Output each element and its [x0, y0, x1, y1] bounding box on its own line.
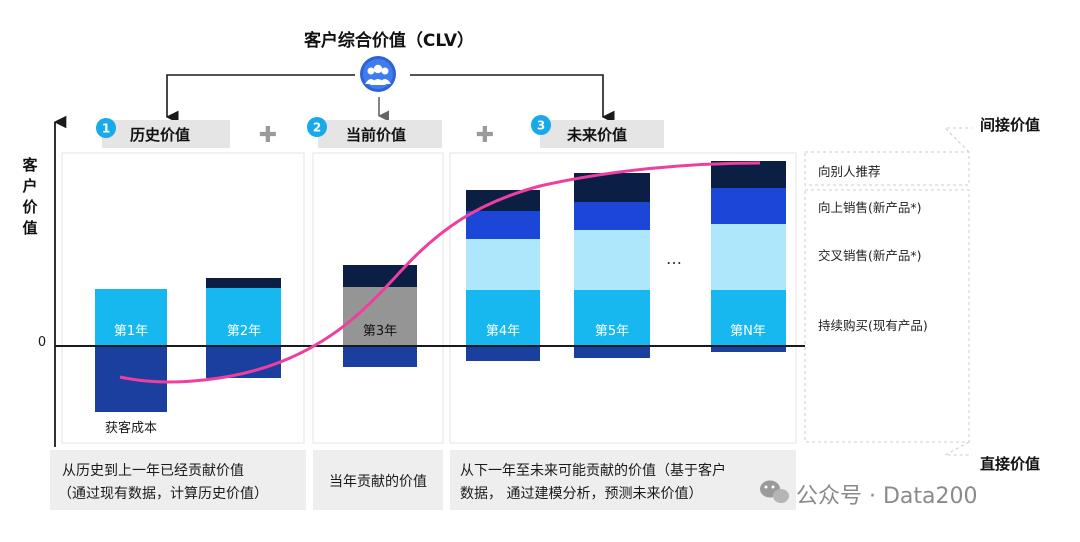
- section-badge: 3: [537, 119, 545, 133]
- description-current: 当年贡献的价值: [313, 450, 443, 510]
- bar-label: 第3年: [363, 324, 397, 339]
- bar-year-4: [466, 190, 540, 361]
- bar-label: 第1年: [114, 324, 148, 339]
- y-axis-label: 户: [22, 177, 37, 195]
- y-axis-label: 客: [21, 156, 38, 174]
- panel-future: [449, 152, 797, 444]
- direct-value-label: 直接价值: [980, 455, 1040, 473]
- users-icon: [360, 56, 396, 92]
- bar-label: 第5年: [595, 324, 629, 339]
- svg-text:当年贡献的价值: 当年贡献的价值: [329, 474, 427, 490]
- svg-text:（通过现有数据，计算历史价值）: （通过现有数据，计算历史价值）: [58, 486, 268, 502]
- y-axis-label: 价: [22, 198, 38, 216]
- header-connector: [165, 74, 615, 124]
- bar-label: 第4年: [486, 324, 520, 339]
- section-label: 未来价值: [566, 126, 627, 144]
- wechat-icon: [760, 480, 789, 503]
- bar-label: 第N年: [730, 324, 766, 339]
- y-axis-label: 值: [22, 219, 37, 237]
- section-label: 历史价值: [130, 126, 190, 144]
- bar-label: 第2年: [227, 324, 261, 339]
- section-badge: 1: [102, 122, 110, 136]
- bar-year-n: [711, 161, 786, 352]
- svg-text:数据， 通过建模分析，预测未来价值）: 数据， 通过建模分析，预测未来价值）: [460, 486, 702, 502]
- bar-year-5: [574, 173, 650, 358]
- description-future: 从下一年至未来可能贡献的价值（基于客户 数据， 通过建模分析，预测未来价值）: [450, 450, 796, 510]
- plus-icon: ✚: [476, 123, 494, 148]
- bar-year-2: [206, 278, 281, 378]
- description-history: 从历史到上一年已经贡献价值 （通过现有数据，计算历史价值）: [50, 450, 306, 510]
- diagram-title: 客户综合价值（CLV）: [303, 30, 474, 51]
- ellipsis: …: [666, 249, 682, 268]
- zero-label: 0: [38, 335, 46, 350]
- indirect-value-label: 间接价值: [980, 116, 1040, 134]
- legend-panel: 向别人推荐 向上销售(新产品*) 交叉销售(新产品*) 持续购买(现有产品): [804, 127, 972, 456]
- section-header-current: 2 当前价值: [307, 117, 442, 148]
- acquisition-cost-label: 获客成本: [105, 420, 157, 436]
- svg-text:从历史到上一年已经贡献价值: 从历史到上一年已经贡献价值: [62, 463, 244, 479]
- plus-icon: ✚: [259, 123, 277, 148]
- legend-item: 交叉销售(新产品*): [818, 248, 922, 263]
- watermark-text: 公众号 · Data200: [796, 484, 978, 509]
- legend-item: 持续购买(现有产品): [818, 318, 928, 333]
- section-label: 当前价值: [346, 126, 406, 144]
- section-header-history: 1 历史价值: [96, 118, 230, 148]
- legend-item: 向别人推荐: [818, 164, 881, 179]
- svg-text:从下一年至未来可能贡献的价值（基于客户: 从下一年至未来可能贡献的价值（基于客户: [460, 462, 726, 479]
- section-badge: 2: [313, 121, 321, 135]
- section-header-future: 3 未来价值: [531, 115, 664, 148]
- clv-curve: [119, 161, 761, 384]
- bar-year-1: [95, 289, 167, 412]
- legend-item: 向上销售(新产品*): [818, 200, 922, 215]
- panel-history: [61, 152, 305, 444]
- panel-current: [312, 152, 444, 444]
